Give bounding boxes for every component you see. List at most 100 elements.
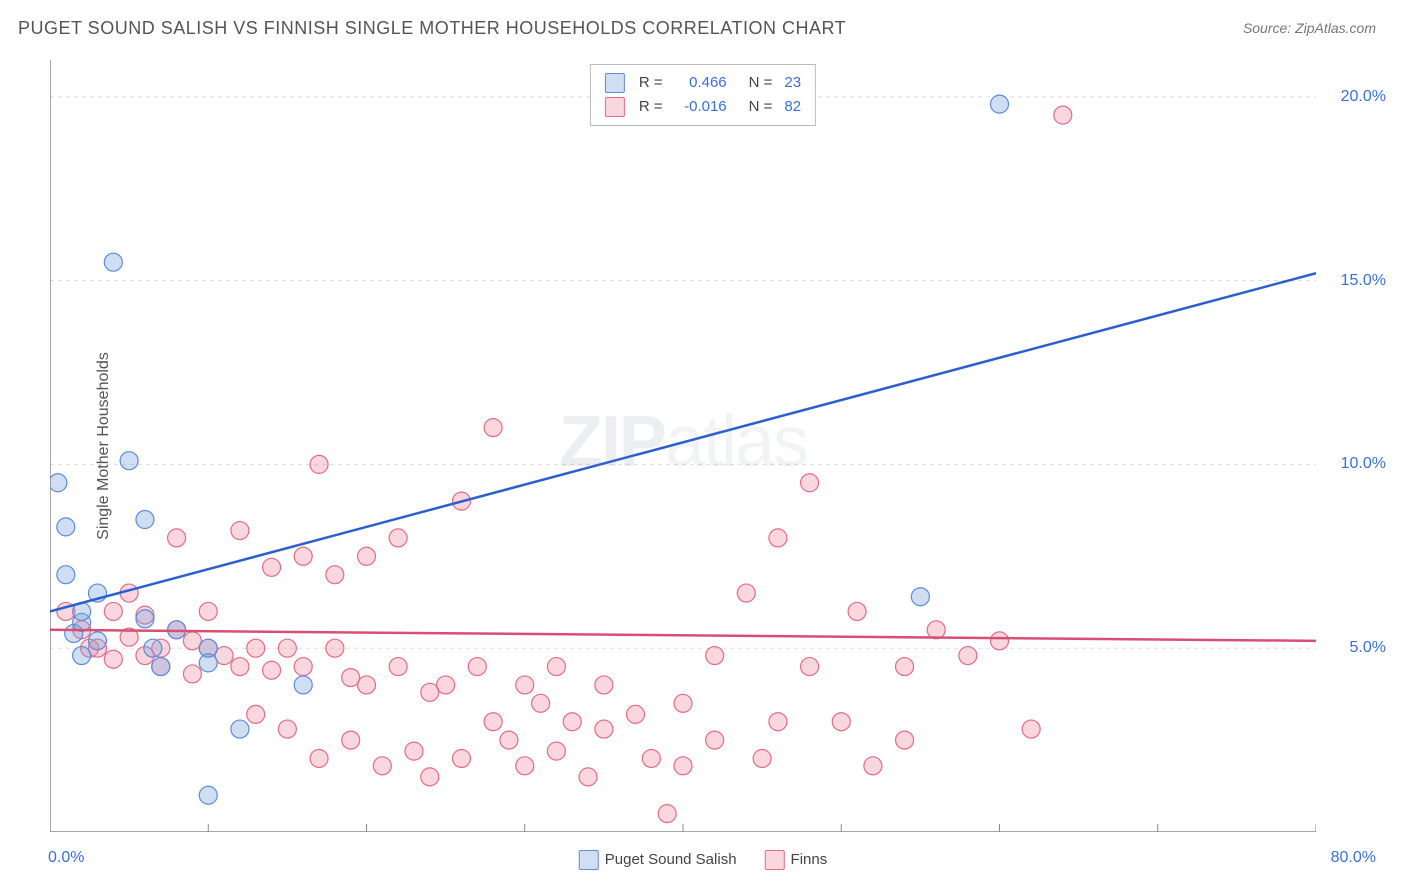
finns-point — [1054, 106, 1072, 124]
finns-point — [516, 757, 534, 775]
finns-point — [326, 639, 344, 657]
finns-point — [737, 584, 755, 602]
salish-point — [231, 720, 249, 738]
finns-point — [769, 529, 787, 547]
finns-point — [658, 805, 676, 823]
n-label: N = — [749, 71, 773, 95]
salish-trendline — [50, 273, 1316, 611]
n-value: 82 — [784, 95, 801, 119]
finns-point — [199, 602, 217, 620]
finns-point — [484, 713, 502, 731]
finns-point — [532, 694, 550, 712]
finns-point — [294, 547, 312, 565]
finns-point — [595, 720, 613, 738]
finns-point — [864, 757, 882, 775]
finns-point — [627, 705, 645, 723]
finns-point — [547, 658, 565, 676]
salish-point — [144, 639, 162, 657]
finns-point — [294, 658, 312, 676]
finns-point — [595, 676, 613, 694]
finns-point — [310, 455, 328, 473]
salish-point — [50, 474, 67, 492]
salish-point — [104, 253, 122, 271]
finns-point — [959, 647, 977, 665]
finns-point — [753, 749, 771, 767]
legend-item-salish: Puget Sound Salish — [579, 850, 737, 870]
finns-point — [389, 658, 407, 676]
source-label: Source: ZipAtlas.com — [1243, 20, 1376, 36]
salish-point — [294, 676, 312, 694]
salish-point — [57, 518, 75, 536]
salish-point — [911, 588, 929, 606]
finns-point — [547, 742, 565, 760]
legend-swatch — [605, 73, 625, 93]
finns-point — [832, 713, 850, 731]
salish-point — [73, 647, 91, 665]
chart-title: PUGET SOUND SALISH VS FINNISH SINGLE MOT… — [18, 18, 846, 39]
finns-point — [927, 621, 945, 639]
finns-point — [452, 749, 470, 767]
scatter-plot-svg — [50, 60, 1316, 832]
finns-point — [405, 742, 423, 760]
finns-point — [516, 676, 534, 694]
salish-point — [199, 654, 217, 672]
finns-point — [231, 522, 249, 540]
finns-point — [104, 602, 122, 620]
finns-point — [326, 566, 344, 584]
salish-point — [991, 95, 1009, 113]
finns-point — [500, 731, 518, 749]
finns-point — [801, 474, 819, 492]
x-axis-max-label: 80.0% — [1331, 849, 1376, 867]
legend-row-salish: R = 0.466 N = 23 — [605, 71, 801, 95]
finns-point — [706, 731, 724, 749]
n-label: N = — [749, 95, 773, 119]
finns-point — [247, 639, 265, 657]
finns-point — [278, 639, 296, 657]
finns-point — [484, 419, 502, 437]
salish-point — [88, 632, 106, 650]
y-tick-label: 20.0% — [1341, 88, 1386, 106]
finns-point — [104, 650, 122, 668]
finns-point — [991, 632, 1009, 650]
legend-swatch — [765, 850, 785, 870]
finns-point — [231, 658, 249, 676]
legend-label: Finns — [791, 851, 828, 868]
series-legend: Puget Sound Salish Finns — [579, 850, 827, 870]
finns-point — [358, 676, 376, 694]
finns-point — [896, 731, 914, 749]
legend-swatch — [579, 850, 599, 870]
salish-point — [136, 610, 154, 628]
finns-point — [247, 705, 265, 723]
n-value: 23 — [784, 71, 801, 95]
r-label: R = — [639, 95, 663, 119]
finns-point — [674, 694, 692, 712]
finns-point — [896, 658, 914, 676]
r-value: 0.466 — [671, 71, 727, 95]
salish-point — [136, 511, 154, 529]
legend-row-finns: R =-0.016N =82 — [605, 95, 801, 119]
finns-point — [801, 658, 819, 676]
r-label: R = — [639, 71, 663, 95]
finns-point — [437, 676, 455, 694]
salish-point — [120, 452, 138, 470]
finns-point — [342, 731, 360, 749]
finns-point — [389, 529, 407, 547]
finns-point — [421, 768, 439, 786]
finns-point — [848, 602, 866, 620]
salish-point — [152, 658, 170, 676]
y-tick-label: 5.0% — [1350, 639, 1386, 657]
legend-label: Puget Sound Salish — [605, 851, 737, 868]
legend-swatch — [605, 97, 625, 117]
correlation-legend: R =0.466N =23R =-0.016N =82 — [590, 64, 816, 126]
finns-point — [168, 529, 186, 547]
y-tick-label: 10.0% — [1341, 455, 1386, 473]
finns-point — [263, 558, 281, 576]
finns-point — [579, 768, 597, 786]
finns-point — [468, 658, 486, 676]
finns-point — [373, 757, 391, 775]
finns-point — [263, 661, 281, 679]
finns-point — [706, 647, 724, 665]
finns-point — [278, 720, 296, 738]
x-axis-min-label: 0.0% — [48, 849, 84, 867]
finns-point — [563, 713, 581, 731]
